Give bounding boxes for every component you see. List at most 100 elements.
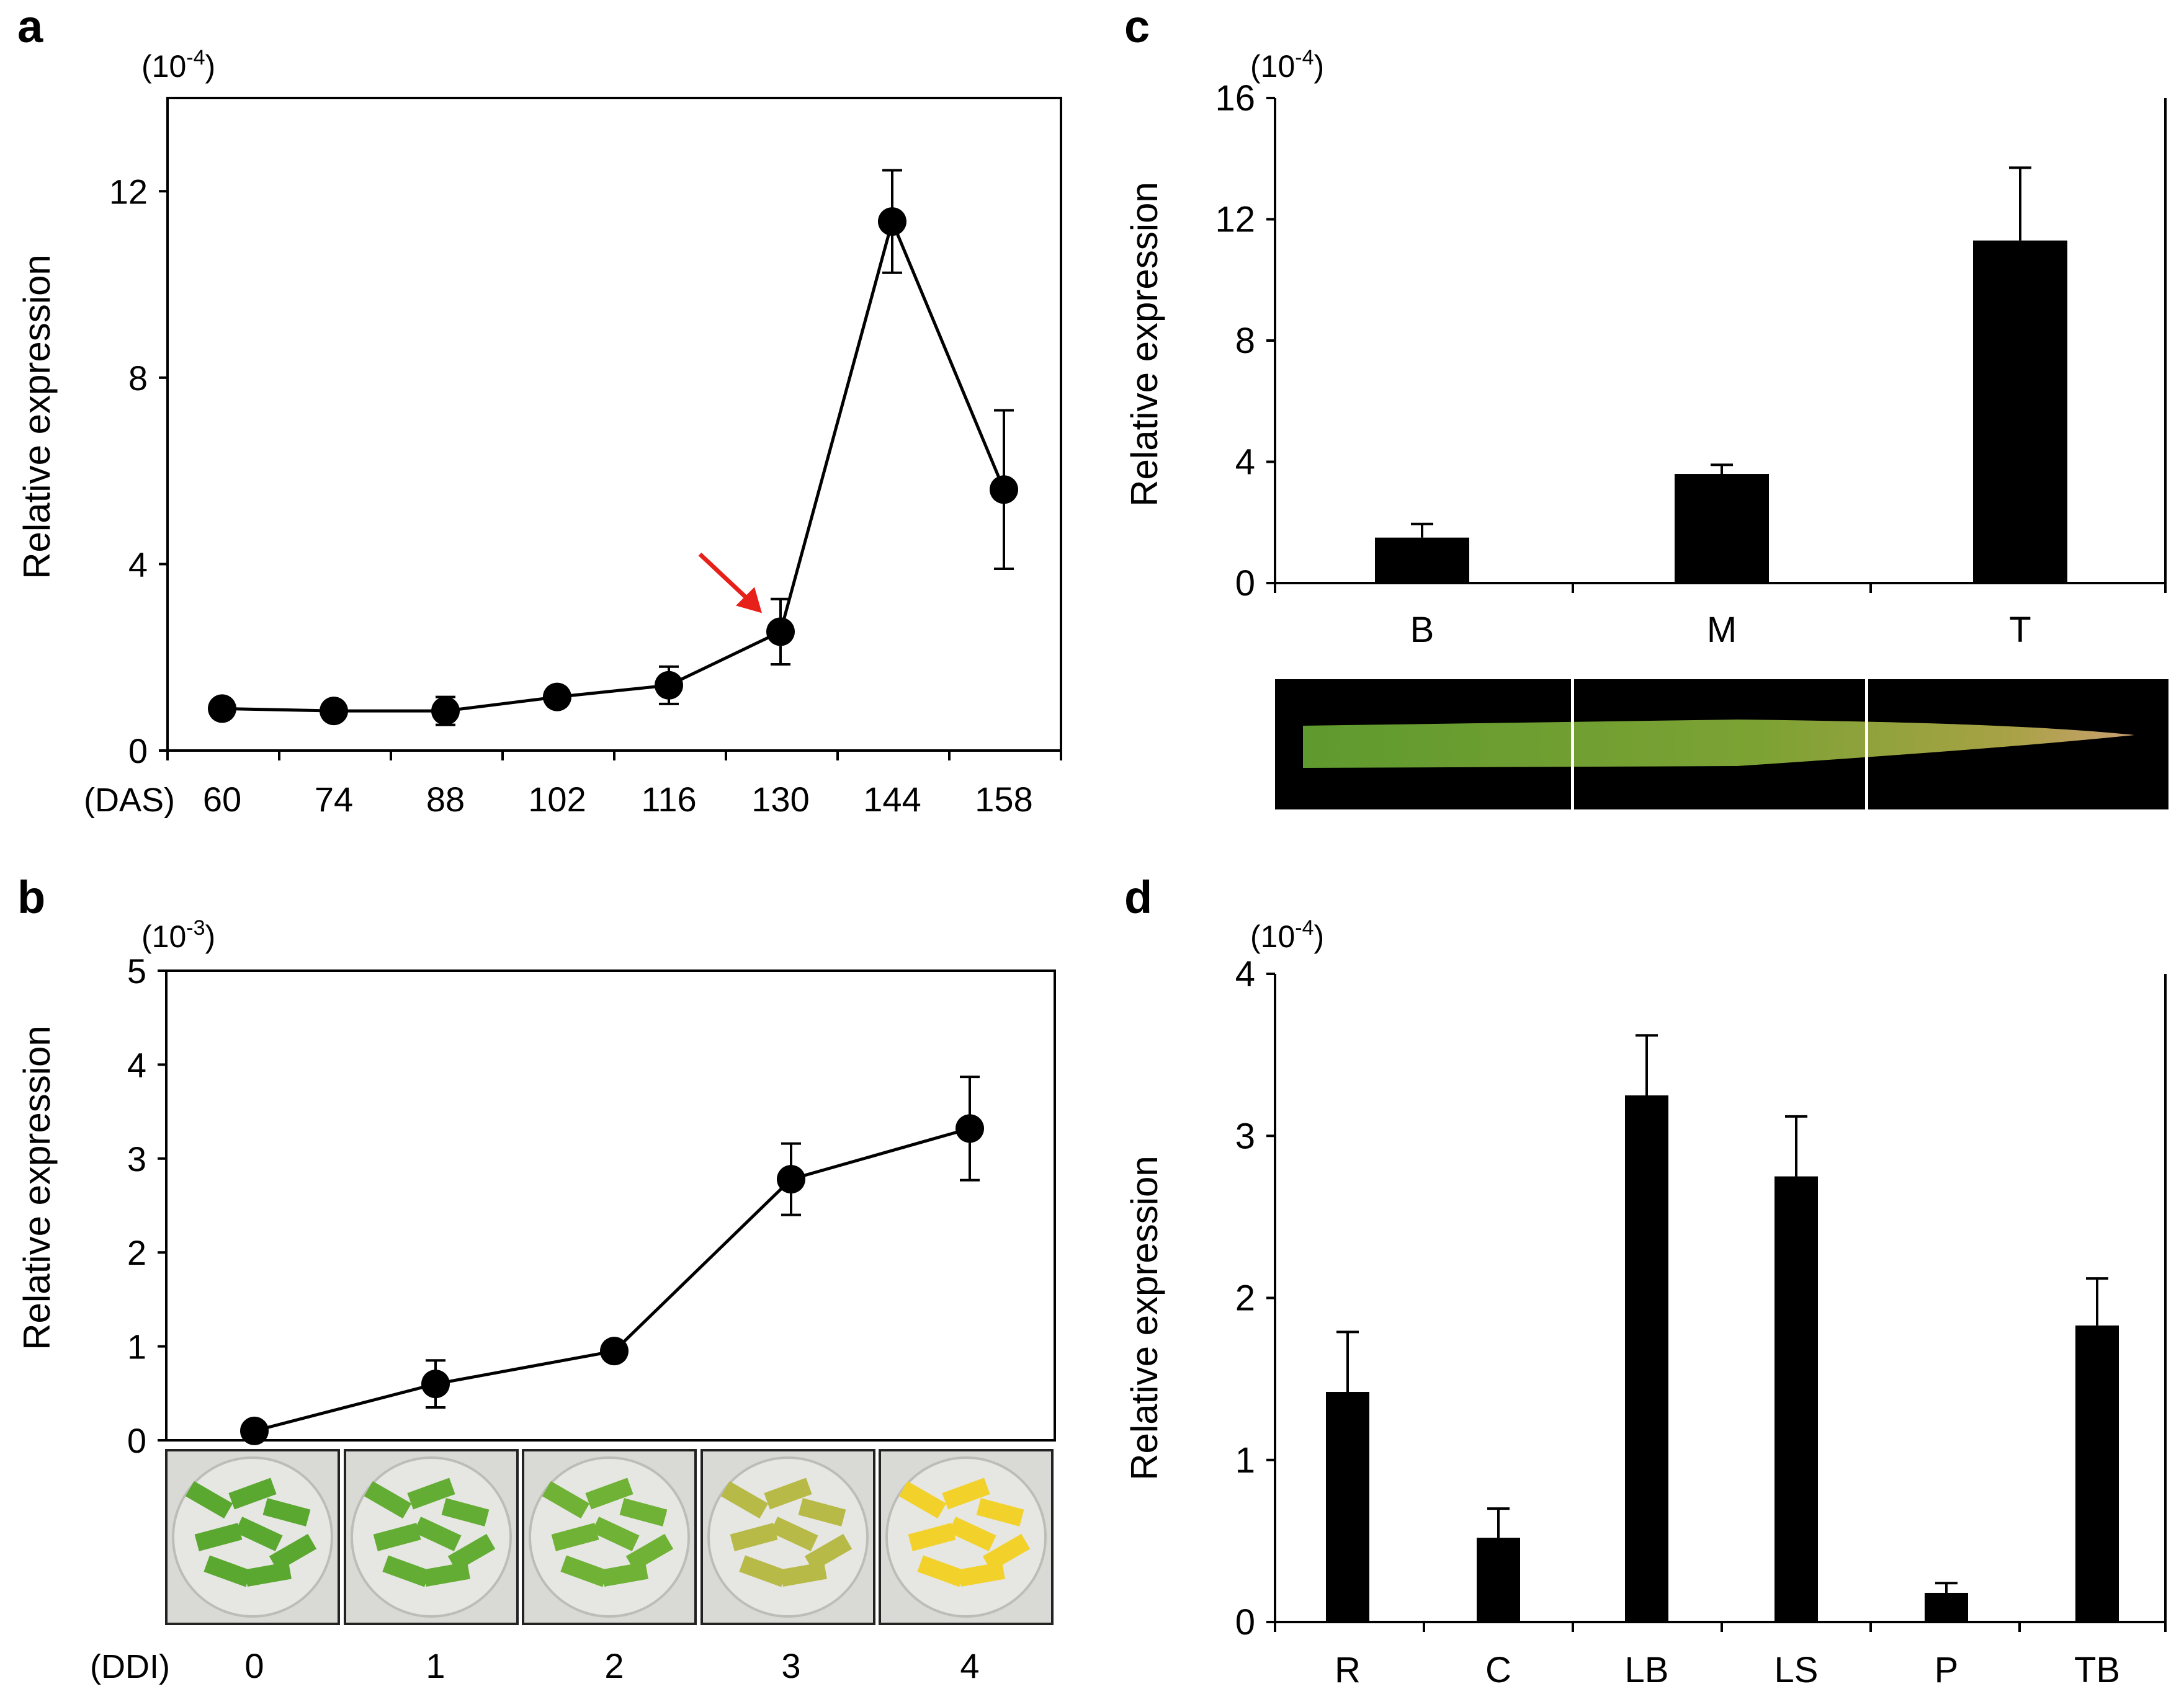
y-tick-label-d: 1	[1235, 1440, 1255, 1481]
leaf-segment	[423, 1561, 470, 1587]
panel-letter-b: b	[17, 871, 45, 923]
x-unit-b: (DDI)	[90, 1648, 170, 1685]
data-point-b	[600, 1337, 629, 1366]
bar-c	[1675, 474, 1769, 583]
bar-c	[1375, 537, 1469, 583]
series-line-b	[254, 1126, 970, 1433]
x-tick-label-d: LS	[1774, 1650, 1819, 1690]
y-tick-label-b: 3	[127, 1139, 146, 1179]
leaf-segment	[942, 1477, 990, 1510]
data-point-a	[431, 697, 460, 726]
x-tick-label-c: T	[2009, 610, 2031, 650]
leaf-segment	[441, 1498, 490, 1526]
x-tick-label-b: 4	[960, 1646, 979, 1685]
x-tick-label-a: 74	[315, 780, 353, 819]
x-tick-label-a: 60	[203, 780, 241, 819]
panel-a: (10-4) Relative expression (DAS) 0 4 8 12 60…	[16, 46, 1062, 819]
plot-area-b: 0 1 2 3 4 5 0 1 2 3 4	[127, 952, 1056, 1685]
x-tick-label-b: 2	[604, 1646, 624, 1685]
bar-d	[1477, 1538, 1520, 1622]
panel-letter-d: d	[1124, 871, 1152, 923]
scale-note-b: (10-3)	[141, 916, 215, 954]
leaf-segment	[194, 1523, 243, 1551]
leaf-segment	[917, 1555, 965, 1587]
series-line-a	[222, 216, 1006, 713]
bar-d	[1925, 1592, 1968, 1622]
leaf-segment	[591, 1517, 640, 1551]
leaf-blade	[1303, 720, 2134, 768]
data-point-a	[543, 682, 571, 711]
y-tick-label-b: 0	[127, 1421, 146, 1460]
y-axis-label-c: Relative expression	[1124, 182, 1165, 507]
leaf-segment	[908, 1523, 956, 1551]
leaf-segment	[364, 1481, 412, 1519]
x-tick-label-b: 3	[781, 1646, 800, 1685]
plot-area-c: 0 4 8 12 16 B M T	[1215, 78, 2167, 650]
y-tick-label-c: 16	[1215, 78, 1255, 118]
scale-note-d: (10-4)	[1250, 916, 1324, 954]
bar-d	[2075, 1325, 2119, 1622]
leaf-segment	[739, 1555, 787, 1587]
leaf-segment	[228, 1477, 277, 1510]
y-axis-label-a: Relative expression	[16, 254, 58, 579]
leaf-segment	[720, 1481, 769, 1519]
leaf-segment	[204, 1555, 252, 1587]
y-axis-label-d: Relative expression	[1124, 1156, 1165, 1481]
red-arrow-shaft	[698, 552, 751, 602]
plot-area-d: 0 1 2 3 4 R C LB LS P TB	[1235, 954, 2167, 1690]
x-tick-label-a: 116	[641, 780, 696, 819]
bar-d	[1625, 1095, 1668, 1622]
leaf-segment	[269, 1533, 317, 1572]
leaf-segment	[764, 1477, 812, 1510]
y-tick-label-a: 0	[128, 731, 148, 770]
x-tick-label-d: TB	[2074, 1650, 2120, 1690]
y-tick-label-b: 1	[127, 1327, 146, 1366]
x-tick-label-a: 130	[751, 780, 809, 819]
y-tick-label-c: 8	[1235, 321, 1255, 361]
panel-d: (10-4) Relative expression 0 1 2 3 4 R C LB LS P T…	[1124, 916, 2167, 1690]
y-tick-label-d: 2	[1235, 1278, 1255, 1319]
x-tick-label-a: 144	[863, 780, 921, 819]
y-tick-label-c: 12	[1215, 200, 1255, 240]
leaf-segment	[413, 1517, 462, 1551]
leaf-segment	[601, 1561, 648, 1587]
x-tick-label-c: B	[1410, 610, 1434, 650]
bar-d	[1326, 1392, 1369, 1622]
panel-b: (10-3) Relative expression (DDI) 0 1 2 3 4 5 0…	[16, 916, 1056, 1685]
leaf-segment	[730, 1523, 778, 1551]
leaf-segment	[185, 1481, 233, 1519]
x-tick-label-d: P	[1935, 1650, 1959, 1690]
leaf-divider-2	[1865, 679, 1868, 809]
x-tick-label-a: 158	[975, 780, 1032, 819]
y-tick-label-a: 12	[109, 172, 148, 211]
leaf-segment	[770, 1517, 818, 1551]
data-point-a	[208, 694, 236, 723]
leaf-segment	[898, 1481, 947, 1519]
y-tick-label-c: 0	[1235, 563, 1255, 604]
x-unit-a: (DAS)	[84, 782, 175, 819]
data-point-b	[240, 1416, 269, 1445]
y-tick-label-c: 4	[1235, 442, 1255, 483]
plot-frame-b	[165, 969, 1056, 1442]
y-tick-label-b: 4	[127, 1045, 146, 1084]
bar-c	[1973, 240, 2067, 583]
leaf-segment	[798, 1498, 846, 1526]
data-point-a	[878, 207, 906, 236]
y-axis-label-b: Relative expression	[16, 1025, 58, 1350]
data-point-a	[766, 617, 795, 646]
leaf-segment	[948, 1517, 996, 1551]
data-point-b	[956, 1114, 984, 1143]
x-tick-label-d: C	[1485, 1650, 1511, 1690]
scale-note-c: (10-4)	[1250, 46, 1324, 84]
data-point-a	[990, 475, 1018, 504]
x-tick-label-b: 0	[244, 1646, 264, 1685]
scale-note-a: (10-4)	[141, 46, 215, 84]
y-tick-label-a: 4	[128, 545, 148, 584]
y-tick-label-b: 5	[127, 952, 146, 991]
x-tick-label-a: 88	[426, 780, 465, 819]
leaf-segment	[407, 1477, 455, 1510]
leaf-segment	[542, 1481, 590, 1519]
leaf-divider-1	[1571, 679, 1574, 809]
bar-d	[1774, 1176, 1818, 1622]
